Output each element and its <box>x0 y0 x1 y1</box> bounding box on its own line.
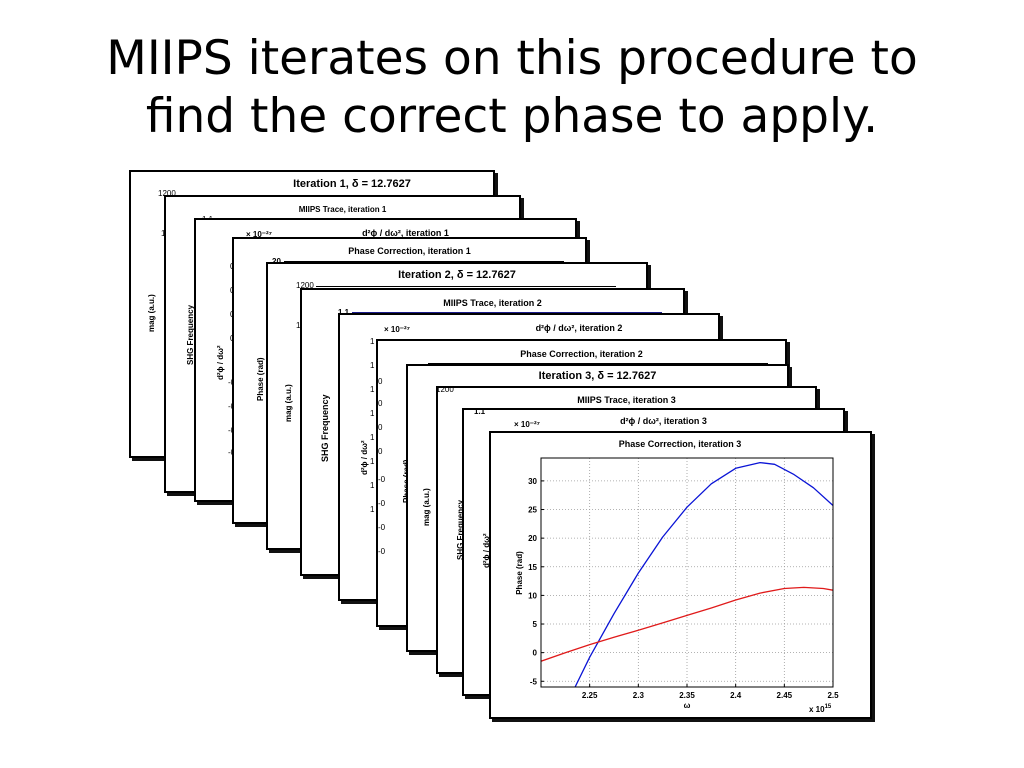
axis-stub-label: 1200 <box>436 386 454 394</box>
y-tick-label: -0 <box>378 475 386 484</box>
y-tick-label: 1 <box>370 505 375 514</box>
y-tick-label: 0 <box>533 649 538 658</box>
card-title: MIIPS Trace, iteration 2 <box>443 298 542 308</box>
y-axis-label: mag (a.u.) <box>422 488 431 526</box>
y-tick-label: -0 <box>228 378 235 387</box>
x-tick-label: 2.3 <box>633 691 645 700</box>
y-tick-label: -0 <box>228 402 235 411</box>
card-title: d²ϕ / dω², iteration 3 <box>620 416 707 426</box>
y-tick-label: 1 <box>370 481 375 490</box>
y-tick-label: 0 <box>378 399 383 408</box>
y-tick-label: 1 <box>370 433 375 442</box>
y-tick-label: -0 <box>228 426 235 435</box>
y-tick-label: 1 <box>370 337 375 346</box>
plot-top-edge <box>284 261 564 262</box>
x-tick-label: 2.35 <box>679 691 695 700</box>
card-title: Phase Correction, iteration 1 <box>348 246 471 256</box>
y-tick-label: 20 <box>528 534 537 543</box>
y-tick-label: 10 <box>528 591 537 600</box>
card-title: Iteration 3, δ = 12.7627 <box>538 370 657 382</box>
y-tick-label: 0 <box>378 377 383 386</box>
x-exponent-power: 15 <box>825 704 832 710</box>
slide-title: MIIPS iterates on this procedure to find… <box>0 30 1024 146</box>
axis-stub-label: 20 <box>272 257 281 266</box>
phase-correction-chart: Phase Correction, iteration 3 2.25 2.3 2.3… <box>515 439 839 714</box>
y-tick-label: -0 <box>378 499 386 508</box>
exponent-label: × 10⁻²⁷ <box>384 325 410 334</box>
plot-top-edge <box>316 286 616 287</box>
axis-stub-label: 1 <box>161 229 165 238</box>
slide-title-line-1: MIIPS iterates on this procedure to <box>106 31 918 86</box>
card-title: d²ϕ / dω², iteration 2 <box>535 323 623 333</box>
y-tick-label: 1 <box>370 361 375 370</box>
exponent-label: × 10⁻²⁷ <box>514 420 540 429</box>
x-tick-label: 2.45 <box>777 691 793 700</box>
x-tick-label: 2.5 <box>827 691 839 700</box>
axis-stub-label: 1.1 <box>338 308 349 317</box>
y-tick-label: 5 <box>533 620 538 629</box>
y-tick-label: 1 <box>370 385 375 394</box>
y-tick-label: 1 <box>370 457 375 466</box>
y-tick-label: 0 <box>378 447 383 456</box>
y-axis-label: Phase (rad) <box>256 357 265 401</box>
card-phase-correction-3: Phase Correction, iteration 3 2.25 2.3 2.3… <box>489 431 872 719</box>
y-axis-label: mag (a.u.) <box>147 294 156 332</box>
y-axis-label: d²ϕ / dω² <box>216 345 225 380</box>
chart-series <box>541 461 833 687</box>
card-title: Phase Correction, iteration 2 <box>520 349 643 359</box>
series-line-2 <box>541 586 833 662</box>
y-tick-label: 1 <box>370 409 375 418</box>
x-exponent-base: x 10 <box>809 705 825 714</box>
chart-grid <box>541 458 834 687</box>
y-axis-label: mag (a.u.) <box>284 384 293 422</box>
y-tick-label: -0 <box>228 448 235 457</box>
y-axis-label: Phase (rad) <box>515 551 524 595</box>
chart-ticks: 2.25 2.3 2.35 2.4 2.45 2.5 -5 0 5 10 15 20 25 30 <box>528 477 839 700</box>
y-axis-label: SHG Frequency <box>320 394 330 462</box>
plot-frame <box>540 457 834 688</box>
x-tick-label: 2.25 <box>582 691 598 700</box>
exponent-label: × 10⁻²⁷ <box>246 230 272 239</box>
axis-stub-label: 1200 <box>158 189 176 198</box>
y-tick-label: 15 <box>528 563 537 572</box>
y-tick-label: 30 <box>528 477 537 486</box>
y-tick-label: 25 <box>528 506 537 515</box>
x-tick-label: 2.4 <box>730 691 742 700</box>
card-title: Iteration 2, δ = 12.7627 <box>398 269 516 281</box>
plot-top-edge <box>428 363 768 364</box>
card-title: Iteration 1, δ = 12.7627 <box>293 178 411 190</box>
x-exponent-label: x 1015 <box>809 704 832 714</box>
x-axis-label: ω <box>684 701 691 710</box>
chart-title: Phase Correction, iteration 3 <box>619 439 742 449</box>
y-tick-label: 0 <box>378 423 383 432</box>
card-title: MIIPS Trace, iteration 1 <box>298 205 387 214</box>
axis-stub-label: 1200 <box>296 281 314 290</box>
series-line-1 <box>574 461 833 687</box>
y-axis-label: d²ϕ / dω² <box>360 440 369 475</box>
axis-stub-label: 1.1 <box>474 408 486 416</box>
y-tick-label: -0 <box>378 523 386 532</box>
card-title: d²ϕ / dω², iteration 1 <box>362 228 449 238</box>
slide-title-line-2: find the correct phase to apply. <box>145 89 879 144</box>
y-tick-label: -5 <box>530 677 538 686</box>
y-tick-label: -0 <box>378 547 386 556</box>
card-title: MIIPS Trace, iteration 3 <box>577 395 676 405</box>
